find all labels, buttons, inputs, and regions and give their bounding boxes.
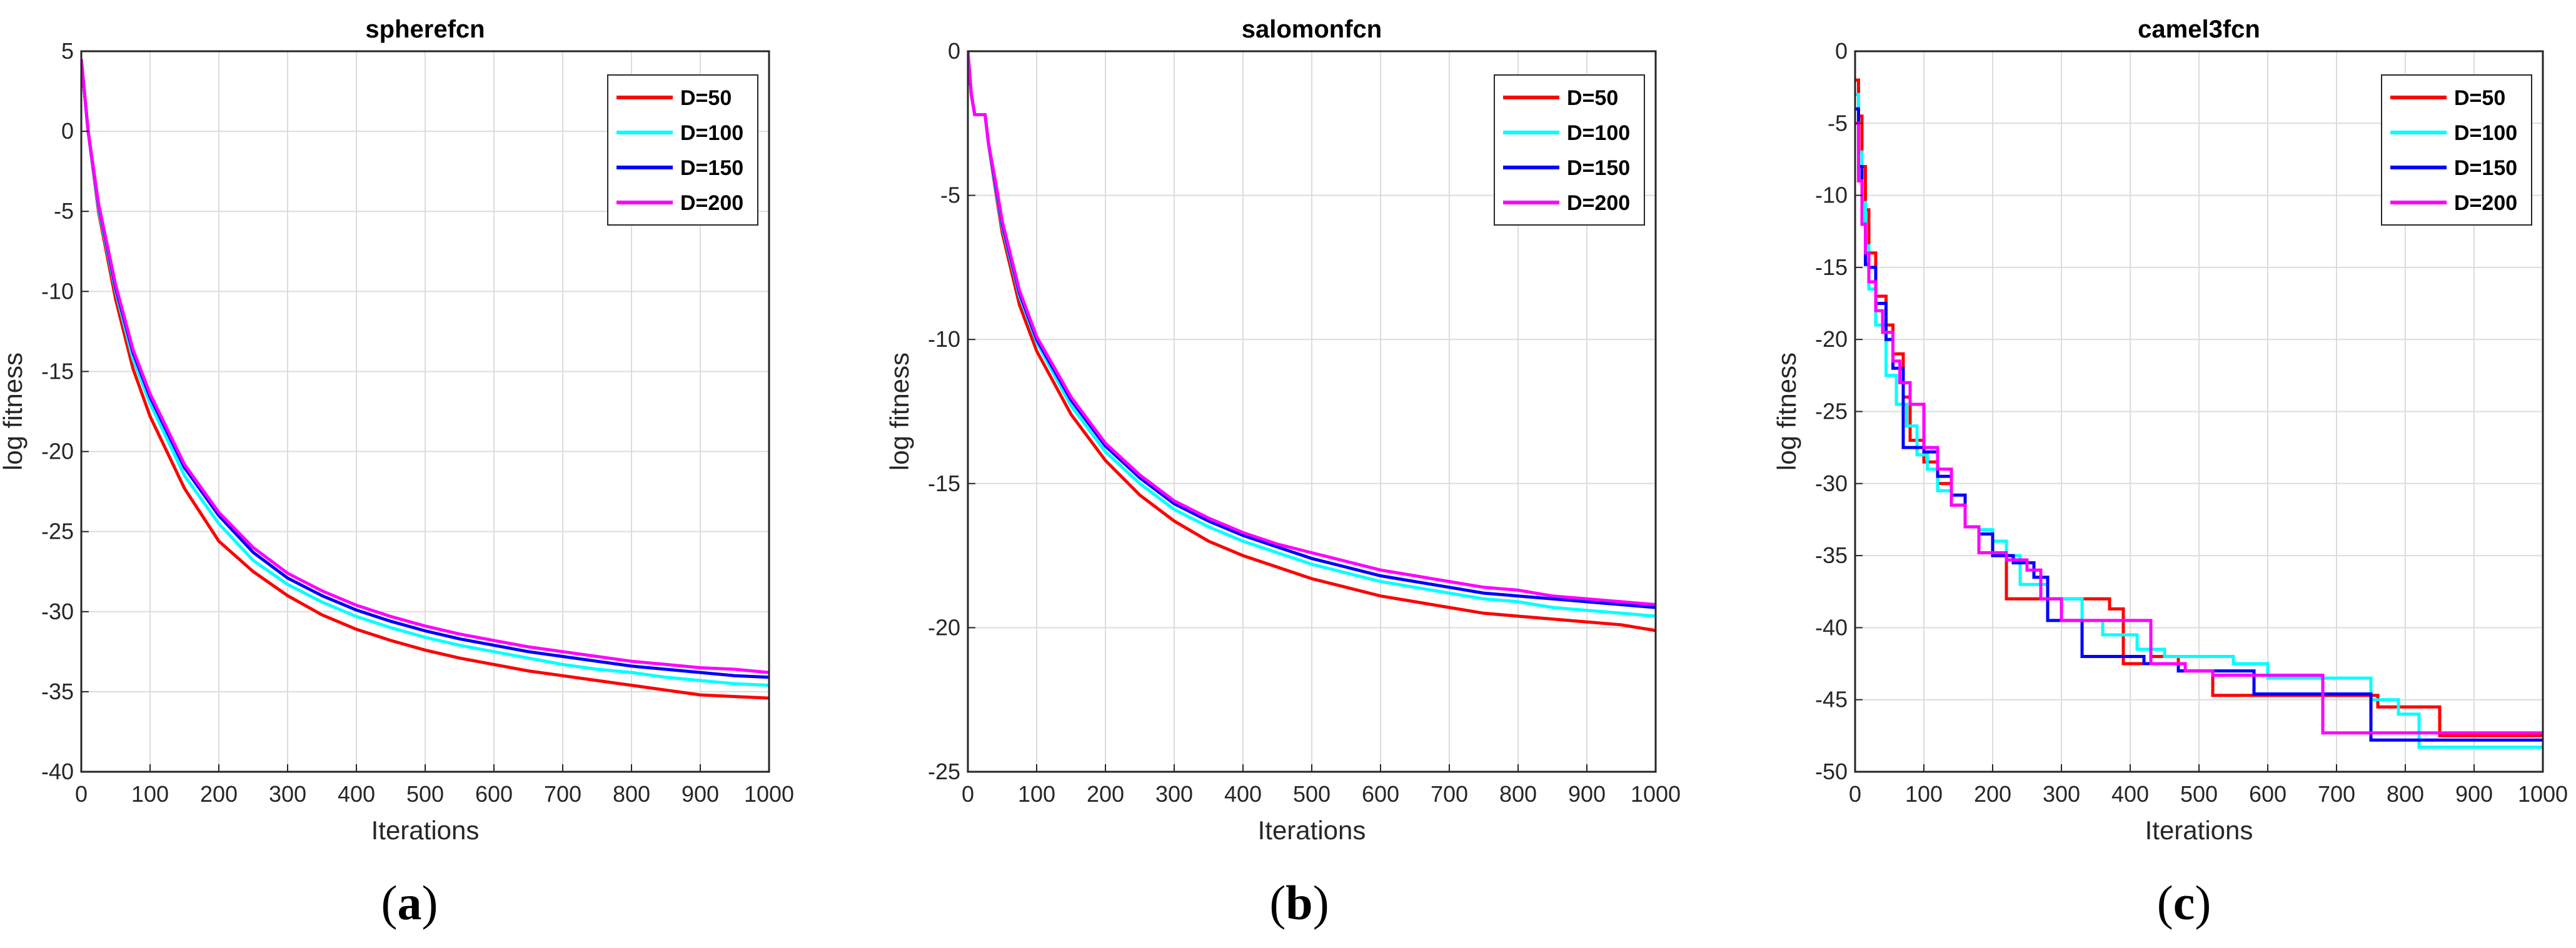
- y-tick-label: -5: [54, 198, 74, 224]
- x-tick-label: 500: [2180, 781, 2218, 807]
- y-tick-label: -20: [928, 614, 960, 640]
- x-tick-label: 800: [613, 781, 650, 807]
- y-tick-label: 0: [61, 118, 74, 144]
- x-tick-label: 900: [682, 781, 719, 807]
- y-tick-label: -25: [1815, 399, 1848, 424]
- legend-box: [2381, 74, 2532, 226]
- legend-entry: D=50: [680, 86, 732, 110]
- x-tick-label: 400: [338, 781, 375, 807]
- x-tick-label: 100: [131, 781, 169, 807]
- y-tick-label: 5: [61, 38, 74, 64]
- y-axis-label: log fitness: [885, 352, 914, 471]
- legend-entry: D=150: [680, 156, 743, 180]
- y-tick-label: -50: [1815, 759, 1848, 784]
- legend: D=50 D=100 D=150 D=200: [607, 74, 758, 226]
- y-tick-label: -30: [41, 599, 74, 624]
- y-tick-label: 0: [948, 38, 960, 64]
- y-tick-label: -45: [1815, 687, 1848, 712]
- x-tick-label: 0: [75, 781, 88, 807]
- x-tick-label: 1000: [744, 781, 794, 807]
- series-line-D=50: [81, 59, 769, 700]
- y-tick-label: -10: [928, 326, 960, 352]
- y-tick-label: -20: [41, 439, 74, 464]
- legend-entry: D=50: [1567, 86, 1618, 110]
- legend-entry: D=150: [2454, 156, 2517, 180]
- x-tick-label: 200: [200, 781, 238, 807]
- legend: D=50 D=100 D=150 D=200: [2381, 74, 2532, 226]
- x-tick-label: 600: [1362, 781, 1399, 807]
- legend-entry: D=200: [2454, 191, 2517, 215]
- y-axis-label: log fitness: [1772, 352, 1801, 471]
- y-tick-label: -15: [41, 358, 74, 384]
- y-tick-label: -5: [940, 182, 960, 208]
- chart-panel-camel3fcn: 0 100 200 300 400 500 600 700 800 900 1000 0 -5 -10 -1…: [1772, 16, 2568, 845]
- caption-a: (a): [381, 876, 438, 930]
- chart-title: salomonfcn: [1242, 16, 1382, 43]
- y-axis-label: log fitness: [0, 352, 28, 471]
- legend-entry: D=150: [1567, 156, 1630, 180]
- x-tick-label: 700: [544, 781, 581, 807]
- legend-entry: D=100: [2454, 121, 2517, 145]
- y-tick-label: -40: [1815, 614, 1848, 640]
- chart-title: spherefcn: [365, 16, 485, 43]
- chart-panel-spherefcn: 0 100 200 300 400 500 600 700 800 900 1000 5 0 -5 -10 -…: [0, 16, 794, 845]
- x-tick-label: 300: [1155, 781, 1193, 807]
- legend-entry: D=100: [680, 121, 743, 145]
- y-tick-label: -25: [41, 519, 74, 544]
- legend: D=50 D=100 D=150 D=200: [1494, 74, 1645, 226]
- x-tick-label: 700: [1431, 781, 1468, 807]
- x-tick-label: 300: [269, 781, 306, 807]
- y-tick-label: -35: [1815, 542, 1848, 568]
- caption-b: (b): [1269, 876, 1329, 930]
- caption-c: (c): [2156, 876, 2211, 930]
- legend-box: [1494, 74, 1645, 226]
- y-tick-label: -20: [1815, 326, 1848, 352]
- y-tick-label: -10: [41, 278, 74, 304]
- x-tick-label: 900: [1568, 781, 1606, 807]
- y-tick-label: -25: [928, 759, 960, 784]
- x-axis-label: Iterations: [371, 816, 480, 845]
- y-tick-label: -15: [928, 471, 960, 496]
- x-tick-label: 700: [2318, 781, 2355, 807]
- x-tick-label: 100: [1905, 781, 1943, 807]
- x-tick-label: 500: [406, 781, 444, 807]
- legend-entry: D=200: [680, 191, 743, 215]
- x-axis-label: Iterations: [2145, 816, 2253, 845]
- legend-box: [607, 74, 758, 226]
- x-tick-label: 400: [1224, 781, 1262, 807]
- series-line-D=200: [81, 59, 769, 674]
- x-tick-label: 900: [2455, 781, 2493, 807]
- x-tick-label: 400: [2111, 781, 2149, 807]
- x-axis-label: Iterations: [1258, 816, 1366, 845]
- x-tick-label: 1000: [1631, 781, 1681, 807]
- x-tick-label: 1000: [2518, 781, 2568, 807]
- x-tick-label: 0: [1849, 781, 1861, 807]
- y-tick-label: -40: [41, 759, 74, 784]
- y-tick-label: 0: [1835, 38, 1848, 64]
- chart-title: camel3fcn: [2138, 16, 2260, 43]
- chart-panel-salomonfcn: 0 100 200 300 400 500 600 700 800 900 1000 0 -5 -10 -1…: [885, 16, 1681, 845]
- y-tick-label: -30: [1815, 471, 1848, 496]
- y-tick-label: -35: [41, 679, 74, 704]
- x-tick-label: 800: [1499, 781, 1537, 807]
- x-tick-label: 600: [475, 781, 513, 807]
- legend-entry: D=50: [2454, 86, 2505, 110]
- y-tick-label: -15: [1815, 254, 1848, 280]
- y-tick-label: -10: [1815, 182, 1848, 208]
- x-tick-label: 800: [2387, 781, 2424, 807]
- series-line-D=200: [1855, 121, 2543, 735]
- legend-entry: D=200: [1567, 191, 1630, 215]
- x-tick-label: 200: [1087, 781, 1124, 807]
- y-tick-label: -5: [1828, 110, 1848, 136]
- series-line-D=200: [968, 51, 1656, 606]
- x-tick-label: 300: [2043, 781, 2080, 807]
- x-tick-label: 500: [1293, 781, 1331, 807]
- legend-entry: D=100: [1567, 121, 1630, 145]
- x-tick-label: 600: [2249, 781, 2287, 807]
- x-tick-label: 200: [1974, 781, 2011, 807]
- x-tick-label: 0: [962, 781, 974, 807]
- x-tick-label: 100: [1018, 781, 1055, 807]
